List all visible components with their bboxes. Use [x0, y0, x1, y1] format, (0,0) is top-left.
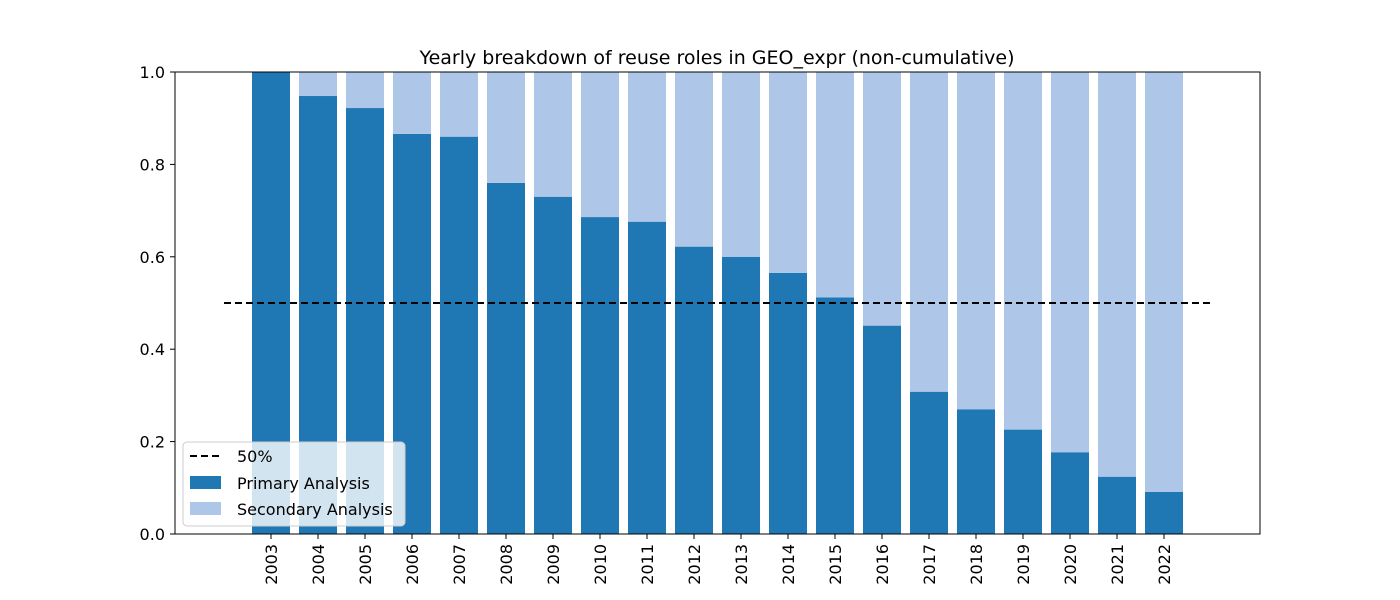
bar-secondary-2013 [722, 72, 760, 257]
bar-primary-2008 [487, 182, 525, 534]
bar-primary-2007 [440, 136, 478, 534]
bars-group [252, 72, 1183, 535]
bar-primary-2016 [863, 325, 901, 534]
y-tick-label: 0.2 [140, 433, 165, 452]
x-tick-label-2015: 2015 [826, 544, 845, 585]
x-tick-label-2004: 2004 [309, 544, 328, 585]
bar-secondary-2006 [393, 72, 431, 134]
x-tick-label-2005: 2005 [356, 544, 375, 585]
x-tick-label-2012: 2012 [685, 544, 704, 585]
bar-secondary-2007 [440, 72, 478, 137]
bar-primary-2012 [675, 246, 713, 534]
y-tick-label: 0.8 [140, 155, 165, 174]
x-tick-label-2018: 2018 [967, 544, 986, 585]
bar-primary-2020 [1051, 452, 1089, 534]
bar-secondary-2014 [769, 72, 807, 273]
bar-secondary-2012 [675, 72, 713, 247]
bar-secondary-2020 [1051, 72, 1089, 453]
y-axis: 0.0 0.2 0.4 0.6 0.8 1.0 [140, 63, 175, 544]
x-tick-label-2016: 2016 [873, 544, 892, 585]
bar-secondary-2010 [581, 72, 619, 218]
bar-primary-2018 [957, 409, 995, 534]
bar-secondary-2018 [957, 72, 995, 410]
x-tick-label-2020: 2020 [1061, 544, 1080, 585]
x-tick-label-2011: 2011 [638, 544, 657, 585]
legend-box [182, 441, 406, 527]
bar-secondary-2008 [487, 72, 525, 183]
legend-label-primary: Primary Analysis [237, 474, 370, 493]
chart-title: Yearly breakdown of reuse roles in GEO_e… [419, 47, 1015, 69]
legend-label-secondary: Secondary Analysis [237, 500, 393, 519]
x-tick-label-2007: 2007 [450, 544, 469, 585]
y-tick-label: 0.6 [140, 248, 165, 267]
x-tick-label-2003: 2003 [262, 544, 281, 585]
legend-swatch-primary [190, 476, 221, 489]
plot-frame [174, 71, 1261, 535]
y-tick-label: 0.0 [140, 525, 165, 544]
bar-primary-2014 [769, 272, 807, 534]
bar-secondary-2016 [863, 72, 901, 326]
bar-secondary-2019 [1004, 72, 1042, 430]
bar-secondary-2015 [816, 72, 854, 298]
bar-secondary-2005 [346, 72, 384, 109]
x-tick-label-2014: 2014 [779, 544, 798, 585]
legend-label-50: 50% [237, 447, 273, 466]
bar-primary-2017 [910, 391, 948, 534]
x-axis: 2003 2004 2005 2006 2007 2008 2009 2010 2011 2012… [262, 534, 1174, 585]
bar-secondary-2011 [628, 72, 666, 222]
x-tick-label-2013: 2013 [732, 544, 751, 585]
bar-primary-2019 [1004, 429, 1042, 534]
bar-secondary-2022 [1145, 72, 1183, 492]
legend-swatch-secondary [190, 502, 221, 515]
legend: 50% Primary Analysis Secondary Analysis [182, 441, 406, 527]
y-tick-label: 1.0 [140, 63, 165, 82]
x-tick-label-2021: 2021 [1108, 544, 1127, 585]
y-tick-label: 0.4 [140, 340, 165, 359]
bar-primary-2010 [581, 217, 619, 534]
bar-secondary-2004 [299, 72, 337, 97]
x-tick-label-2008: 2008 [497, 544, 516, 585]
bar-primary-2013 [722, 256, 760, 534]
bar-primary-2021 [1098, 476, 1136, 534]
bar-secondary-2009 [534, 72, 572, 197]
x-tick-label-2006: 2006 [403, 544, 422, 585]
bar-primary-2022 [1145, 491, 1183, 534]
x-tick-label-2017: 2017 [920, 544, 939, 585]
bar-primary-2009 [534, 196, 572, 535]
bar-primary-2011 [628, 221, 666, 534]
x-tick-label-2019: 2019 [1014, 544, 1033, 585]
x-tick-label-2009: 2009 [544, 544, 563, 585]
bar-secondary-2021 [1098, 72, 1136, 477]
bar-secondary-2017 [910, 72, 948, 392]
x-tick-label-2022: 2022 [1155, 544, 1174, 585]
bar-primary-2015 [816, 297, 854, 534]
x-tick-label-2010: 2010 [591, 544, 610, 585]
